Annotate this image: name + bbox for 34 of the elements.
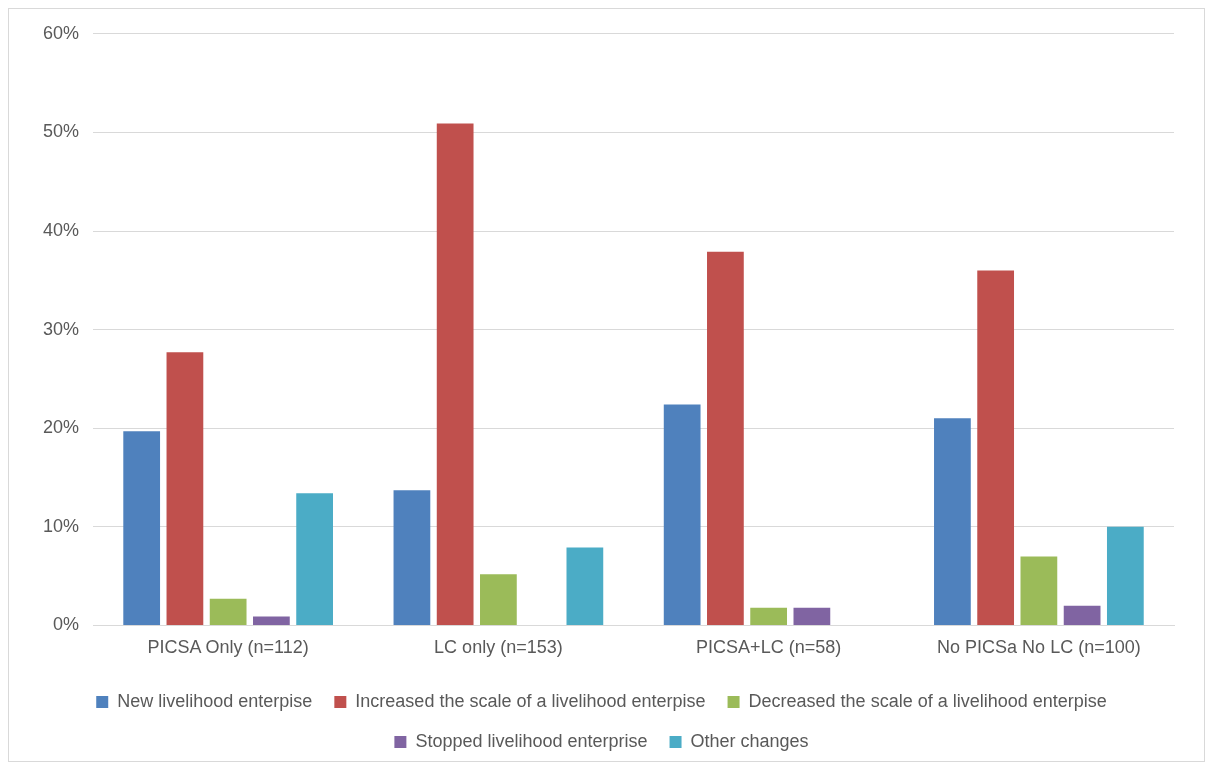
bar xyxy=(793,607,831,625)
x-tick-label: LC only (n=153) xyxy=(434,637,563,658)
y-tick-label: 10% xyxy=(43,515,80,536)
legend-label: Decreased the scale of a livelihood enterpise xyxy=(748,690,1107,711)
bar xyxy=(253,616,290,625)
bar xyxy=(1106,526,1144,625)
y-tick-label: 0% xyxy=(53,614,80,635)
x-tick-label: No PICSa No LC (n=100) xyxy=(937,637,1141,658)
bar xyxy=(750,607,788,625)
bar xyxy=(166,352,204,625)
bar xyxy=(1020,556,1058,625)
bar xyxy=(436,123,474,625)
bar xyxy=(393,490,431,625)
bar xyxy=(934,418,971,625)
bar xyxy=(663,404,701,625)
bar xyxy=(480,574,517,625)
bar xyxy=(296,493,333,625)
bar xyxy=(1063,605,1101,625)
legend-label: Stopped livelihood enterprise xyxy=(415,730,648,751)
legend-label: New livelihood enterpise xyxy=(117,690,313,711)
y-tick-label: 30% xyxy=(43,318,80,339)
legend-label: Increased the scale of a livelihood enterpise xyxy=(355,690,706,711)
bar xyxy=(977,270,1015,625)
y-tick-label: 50% xyxy=(43,121,80,142)
legend-label: Other changes xyxy=(690,730,809,751)
bar xyxy=(123,431,161,625)
y-tick-label: 40% xyxy=(43,219,80,240)
y-tick-label: 60% xyxy=(43,22,80,43)
bar xyxy=(707,251,744,625)
y-tick-label: 20% xyxy=(43,417,80,438)
x-tick-label: PICSA+LC (n=58) xyxy=(696,637,842,658)
bar xyxy=(209,598,247,625)
bar xyxy=(566,547,604,625)
x-tick-label: PICSA Only (n=112) xyxy=(147,637,309,658)
